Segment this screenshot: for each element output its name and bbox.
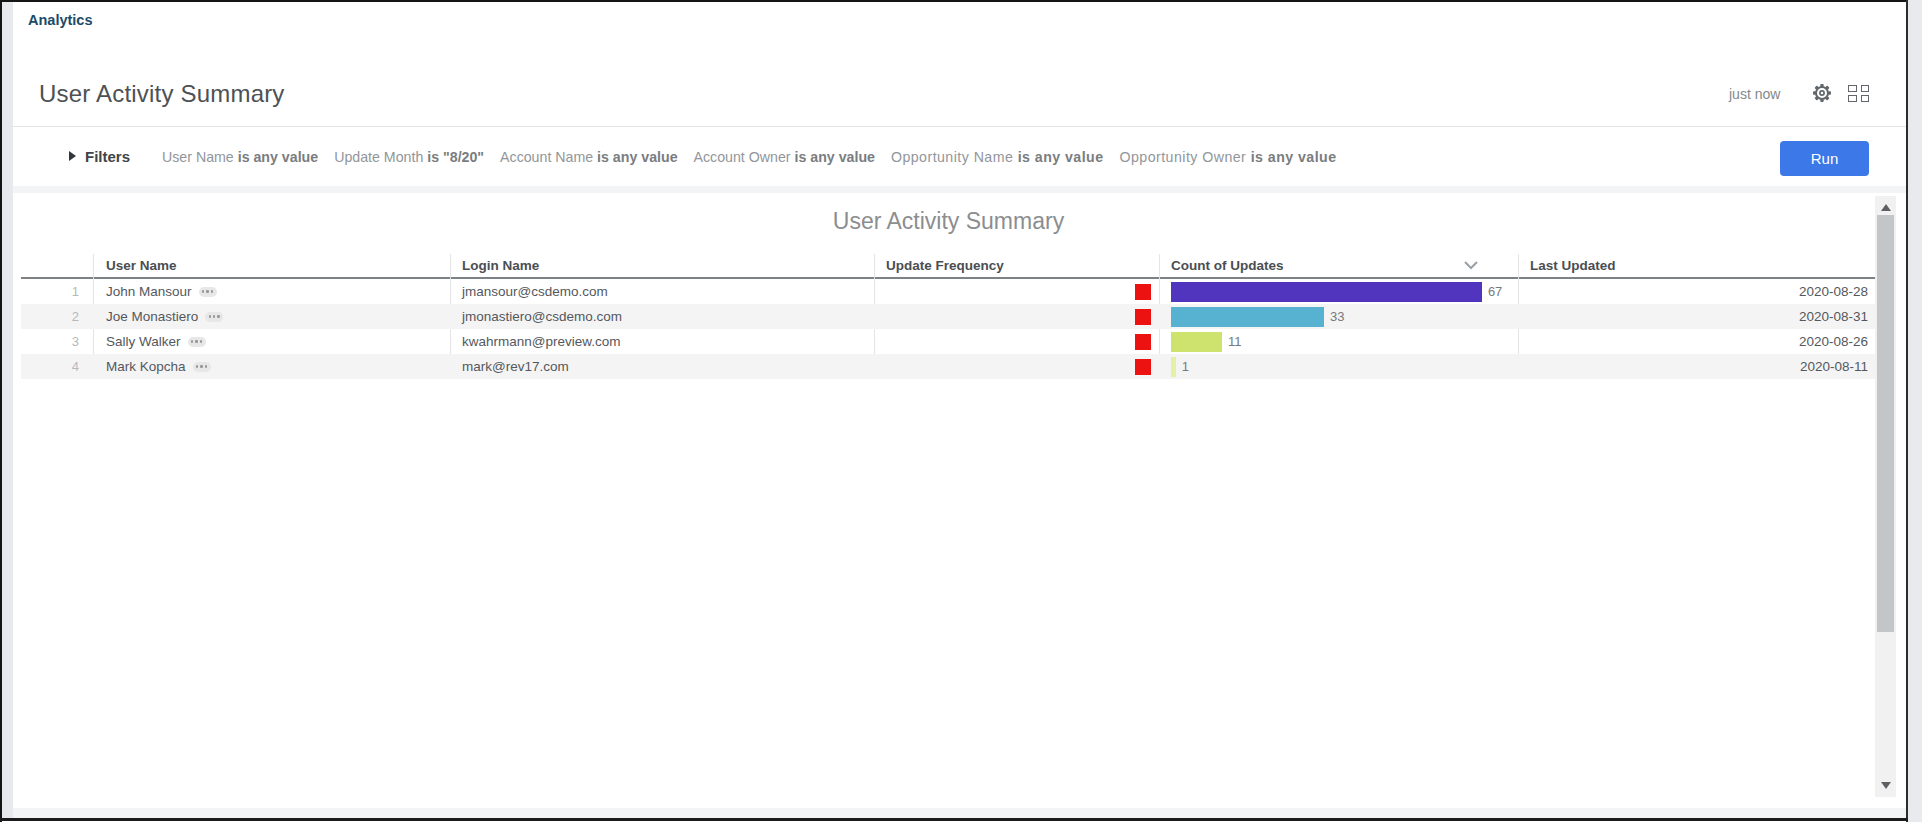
- filter-account-owner[interactable]: Account Owner is any value: [694, 149, 875, 165]
- last-updated-cell: 2020-08-31: [1518, 304, 1868, 329]
- last-updated-cell: 2020-08-28: [1518, 279, 1868, 304]
- count-value: 33: [1330, 304, 1344, 329]
- right-gutter: [1908, 0, 1922, 822]
- row-menu-icon[interactable]: [193, 362, 211, 372]
- table-row[interactable]: 3 Sally Walker kwahrmann@preview.com 11 …: [21, 329, 1876, 354]
- filter-account-name[interactable]: Account Name is any value: [500, 149, 677, 165]
- gear-icon[interactable]: [1812, 83, 1832, 103]
- col-header-count-of-updates[interactable]: Count of Updates: [1171, 258, 1284, 274]
- count-value: 67: [1488, 279, 1502, 304]
- refresh-status: just now: [1729, 86, 1780, 102]
- sort-descending-icon[interactable]: [1463, 260, 1479, 270]
- filters-label[interactable]: Filters: [85, 148, 130, 165]
- update-frequency-flag: [1135, 309, 1151, 325]
- dashboard-title: User Activity Summary: [39, 80, 285, 108]
- table-row[interactable]: 2 Joe Monastiero jmonastiero@csdemo.com …: [21, 304, 1876, 329]
- count-value: 11: [1228, 329, 1242, 354]
- row-number: 4: [21, 354, 79, 379]
- table-row[interactable]: 1 John Mansour jmansour@csdemo.com 67 20…: [21, 279, 1876, 304]
- filters-expand-caret-icon[interactable]: [69, 151, 76, 161]
- user-name-cell: John Mansour: [106, 279, 217, 304]
- window-border: [1906, 0, 1908, 822]
- window-border: [0, 0, 2, 822]
- count-value: 1: [1182, 354, 1189, 379]
- run-button[interactable]: Run: [1780, 141, 1869, 176]
- row-number: 1: [21, 279, 79, 304]
- col-header-login-name[interactable]: Login Name: [462, 258, 539, 274]
- user-name-cell: Mark Kopcha: [106, 354, 211, 379]
- login-name-cell: jmonastiero@csdemo.com: [462, 304, 622, 329]
- card-separator-band: [13, 186, 1906, 193]
- screen: Analytics User Activity Summary just now…: [0, 0, 1922, 822]
- scrollbar-thumb[interactable]: [1877, 215, 1894, 632]
- count-bar: [1171, 332, 1222, 352]
- user-name-cell: Joe Monastiero: [106, 304, 223, 329]
- count-bar: [1171, 282, 1482, 302]
- scrollbar-down-icon[interactable]: [1881, 782, 1891, 789]
- left-gutter: [2, 2, 13, 818]
- breadcrumb[interactable]: Analytics: [28, 12, 92, 28]
- header-divider: [13, 126, 1906, 127]
- last-updated-cell: 2020-08-11: [1518, 354, 1868, 379]
- filter-opportunity-owner[interactable]: Opportunity Owner is any value: [1120, 149, 1337, 165]
- row-number: 3: [21, 329, 79, 354]
- filter-list: User Name is any value Update Month is "…: [162, 149, 1337, 165]
- window-border: [0, 0, 1908, 2]
- filter-user-name[interactable]: User Name is any value: [162, 149, 318, 165]
- row-menu-icon[interactable]: [188, 337, 206, 347]
- update-frequency-flag: [1135, 359, 1151, 375]
- tile-title: User Activity Summary: [21, 208, 1876, 235]
- count-bar: [1171, 307, 1324, 327]
- login-name-cell: mark@rev17.com: [462, 354, 569, 379]
- login-name-cell: kwahrmann@preview.com: [462, 329, 621, 354]
- update-frequency-flag: [1135, 334, 1151, 350]
- filter-opportunity-name[interactable]: Opportunity Name is any value: [891, 149, 1104, 165]
- row-menu-icon[interactable]: [205, 312, 223, 322]
- scrollbar-up-icon[interactable]: [1881, 204, 1891, 211]
- update-frequency-flag: [1135, 284, 1151, 300]
- login-name-cell: jmansour@csdemo.com: [462, 279, 608, 304]
- last-updated-cell: 2020-08-26: [1518, 329, 1868, 354]
- dashboards-icon[interactable]: [1848, 85, 1870, 103]
- row-number: 2: [21, 304, 79, 329]
- count-bar: [1171, 357, 1176, 377]
- filter-update-month[interactable]: Update Month is "8/20": [334, 149, 484, 165]
- col-header-update-frequency[interactable]: Update Frequency: [886, 258, 1004, 274]
- user-name-cell: Sally Walker: [106, 329, 206, 354]
- bottom-separator-band: [13, 808, 1906, 818]
- row-menu-icon[interactable]: [199, 287, 217, 297]
- table-row[interactable]: 4 Mark Kopcha mark@rev17.com 1 2020-08-1…: [21, 354, 1876, 379]
- col-header-user-name[interactable]: User Name: [106, 258, 177, 274]
- window-border: [0, 818, 1908, 821]
- col-header-last-updated[interactable]: Last Updated: [1530, 258, 1616, 274]
